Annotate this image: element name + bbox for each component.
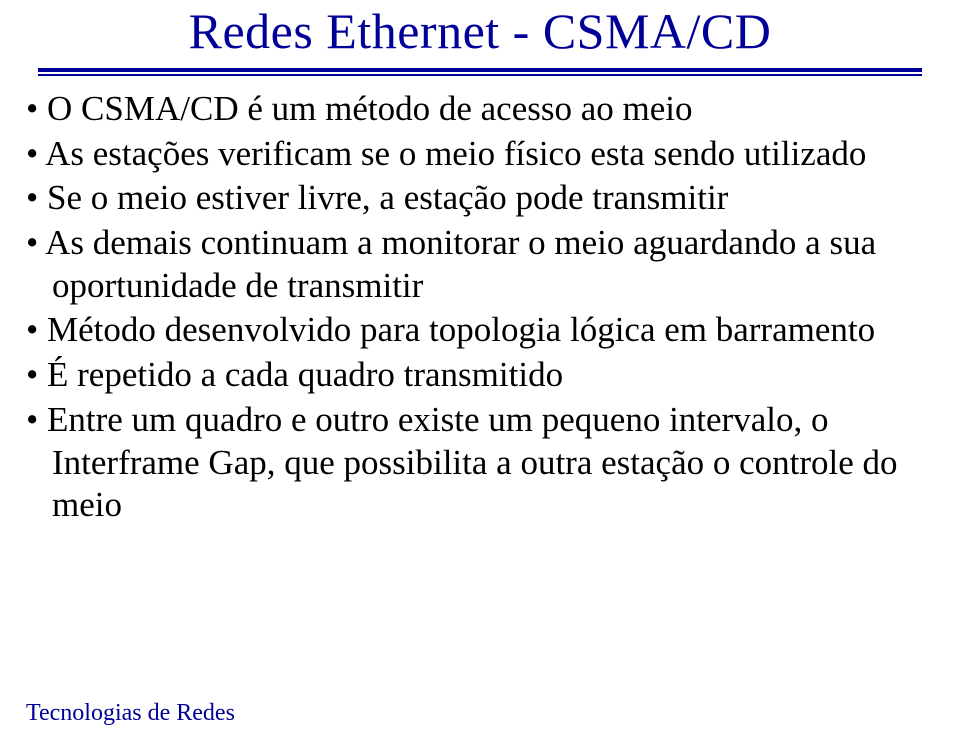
list-item-text: É repetido a cada quadro transmitido bbox=[47, 355, 563, 394]
list-item: • É repetido a cada quadro transmitido bbox=[26, 354, 934, 397]
bullet-icon: • bbox=[26, 223, 38, 262]
list-item-text: Se o meio estiver livre, a estação pode … bbox=[47, 178, 728, 217]
list-item-text: As estações verificam se o meio físico e… bbox=[45, 134, 866, 173]
bullet-icon: • bbox=[26, 400, 38, 439]
bullet-icon: • bbox=[26, 310, 38, 349]
slide-title: Redes Ethernet - CSMA/CD bbox=[0, 2, 960, 60]
slide: Redes Ethernet - CSMA/CD • O CSMA/CD é u… bbox=[0, 0, 960, 749]
title-underline-thin bbox=[38, 74, 922, 76]
bullet-icon: • bbox=[26, 134, 38, 173]
bullet-icon: • bbox=[26, 178, 38, 217]
list-item: • Se o meio estiver livre, a estação pod… bbox=[26, 177, 934, 220]
list-item: • As demais continuam a monitorar o meio… bbox=[26, 222, 934, 307]
list-item-text: As demais continuam a monitorar o meio a… bbox=[45, 223, 876, 305]
list-item: • Entre um quadro e outro existe um pequ… bbox=[26, 399, 934, 527]
list-item: • As estações verificam se o meio físico… bbox=[26, 133, 934, 176]
slide-body: • O CSMA/CD é um método de acesso ao mei… bbox=[26, 88, 934, 529]
list-item-text: O CSMA/CD é um método de acesso ao meio bbox=[47, 89, 692, 128]
list-item: • O CSMA/CD é um método de acesso ao mei… bbox=[26, 88, 934, 131]
bullet-icon: • bbox=[26, 355, 38, 394]
bullet-icon: • bbox=[26, 89, 38, 128]
list-item: • Método desenvolvido para topologia lóg… bbox=[26, 309, 934, 352]
list-item-text: Entre um quadro e outro existe um pequen… bbox=[47, 400, 898, 524]
title-underline-thick bbox=[38, 68, 922, 72]
slide-footer: Tecnologias de Redes bbox=[26, 700, 235, 727]
list-item-text: Método desenvolvido para topologia lógic… bbox=[47, 310, 875, 349]
